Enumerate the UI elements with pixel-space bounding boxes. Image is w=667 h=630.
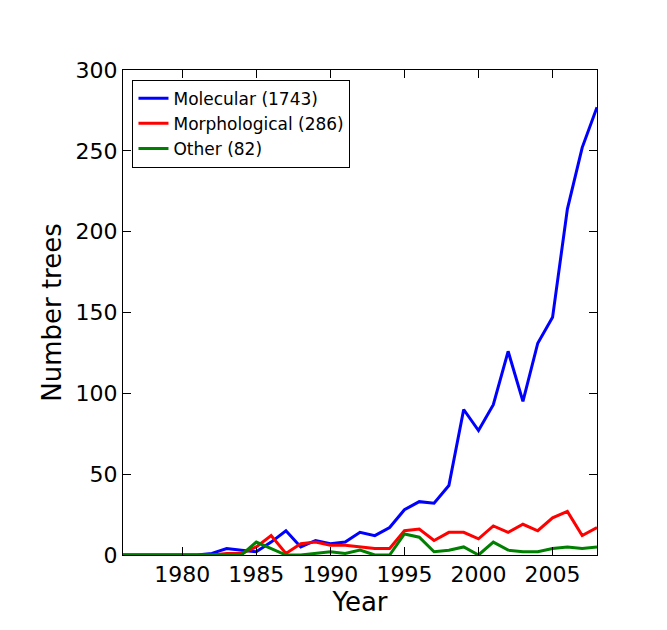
- svg-text:2000: 2000: [451, 562, 507, 587]
- svg-text:300: 300: [76, 58, 118, 83]
- svg-text:250: 250: [76, 139, 118, 164]
- svg-text:0: 0: [104, 543, 118, 568]
- svg-text:50: 50: [90, 462, 118, 487]
- svg-text:Molecular (1743): Molecular (1743): [173, 89, 317, 109]
- svg-text:2005: 2005: [525, 562, 581, 587]
- svg-text:1995: 1995: [376, 562, 432, 587]
- svg-text:200: 200: [76, 219, 118, 244]
- svg-text:1980: 1980: [154, 562, 210, 587]
- svg-text:150: 150: [76, 300, 118, 325]
- svg-text:Other (82): Other (82): [173, 139, 262, 159]
- svg-text:1990: 1990: [302, 562, 358, 587]
- svg-text:Number trees: Number trees: [37, 223, 67, 402]
- svg-text:Morphological (286): Morphological (286): [173, 114, 343, 134]
- svg-text:1985: 1985: [228, 562, 284, 587]
- svg-text:Year: Year: [331, 587, 387, 617]
- svg-text:100: 100: [76, 381, 118, 406]
